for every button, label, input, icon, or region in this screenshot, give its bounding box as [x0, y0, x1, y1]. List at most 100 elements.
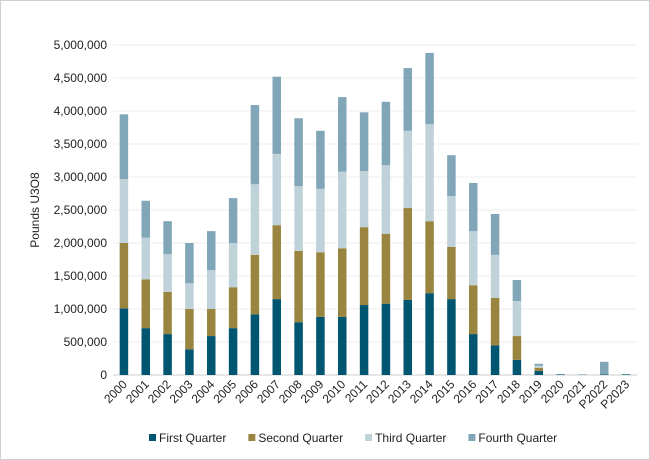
bar-segment [316, 130, 325, 189]
x-tick-label: 2014 [407, 377, 436, 406]
y-tick-label: 4,000,000 [54, 104, 108, 118]
bar-segment [425, 52, 434, 125]
x-tick-label: 2012 [363, 377, 392, 406]
bar-segment [141, 200, 150, 238]
bar-segment [228, 243, 238, 288]
bar-segment [119, 178, 129, 243]
legend-label: Second Quarter [258, 431, 343, 445]
bar-segment [272, 153, 281, 226]
bar-segment [359, 171, 369, 228]
x-tick-label: 2008 [276, 377, 305, 406]
bar-segment [490, 297, 500, 346]
bar-segment [556, 374, 565, 375]
legend-label: Fourth Quarter [478, 431, 557, 445]
x-tick-label: 2019 [516, 377, 545, 406]
legend-swatch [248, 434, 256, 441]
bar-segment [119, 114, 129, 179]
y-tick-label: 2,500,000 [54, 203, 108, 217]
bar-segment [141, 237, 150, 280]
bar-segment [403, 68, 412, 131]
bar-segment [294, 186, 303, 251]
x-tick-label: 2010 [320, 377, 349, 406]
bar-segment [469, 285, 478, 335]
bar-segment [185, 349, 194, 375]
bar-segment [207, 309, 216, 337]
bar-segment [534, 371, 543, 375]
x-tick-label: 2005 [210, 377, 239, 406]
legend-label: Third Quarter [375, 431, 446, 445]
bar-segment [512, 301, 522, 337]
x-tick-label: 2003 [167, 377, 196, 406]
y-tick-label: 4,500,000 [54, 71, 108, 85]
bar-segment [381, 101, 391, 166]
bar-segment [294, 118, 303, 187]
bar-segment [185, 243, 194, 284]
bar-segment [338, 248, 347, 317]
bar-segment [425, 221, 434, 294]
bar-segment [490, 345, 500, 375]
bar-segment [490, 213, 500, 255]
bar-segment [469, 231, 478, 286]
bar-segment [447, 196, 456, 247]
bar-segment [447, 299, 456, 375]
y-tick-label: 5,000,000 [54, 38, 108, 52]
bar-segment [185, 309, 194, 350]
bar-segment [338, 171, 347, 249]
bar-segment [403, 208, 412, 300]
y-tick-label: 3,000,000 [54, 170, 108, 184]
bar-segment [163, 334, 172, 375]
bar-segment [294, 322, 303, 375]
x-tick-label: 2011 [342, 377, 370, 405]
y-tick-label: 500,000 [64, 335, 108, 349]
legend-swatch [365, 434, 373, 441]
bar-segment [359, 305, 369, 375]
bar-segment [250, 105, 260, 185]
y-tick-label: 2,000,000 [54, 236, 108, 250]
bar-segment [490, 254, 500, 298]
x-tick-label: 2016 [451, 377, 480, 406]
x-tick-label: 2013 [385, 377, 414, 406]
bar-segment [163, 291, 172, 335]
bar-segment [600, 361, 609, 375]
bar-segment [512, 279, 522, 302]
bar-segment [621, 374, 631, 375]
x-tick-label: 2004 [189, 377, 218, 406]
bar-segment [250, 254, 260, 315]
bar-segment [403, 299, 412, 375]
x-tick-label: 2007 [254, 377, 283, 406]
bar-segment [272, 299, 281, 375]
bar-segment [207, 231, 216, 271]
bar-segment [578, 374, 587, 375]
bar-segment [272, 225, 281, 300]
bar-segment [228, 198, 238, 243]
bar-segment [185, 283, 194, 309]
bar-segment [338, 316, 347, 375]
y-tick-label: 1,500,000 [54, 269, 108, 283]
bar-segment [338, 97, 347, 172]
bar-segment [119, 308, 129, 375]
x-tick-label: 2006 [232, 377, 261, 406]
bar-segment [381, 303, 391, 375]
x-tick-label: 2009 [298, 377, 327, 406]
y-tick-label: 3,500,000 [54, 137, 108, 151]
bar-segment [272, 76, 281, 154]
bar-segment [163, 254, 172, 292]
bar-segment [534, 367, 543, 372]
bar-segment [512, 359, 522, 375]
bar-segment [250, 314, 260, 375]
bar-segment [534, 363, 543, 366]
legend-label: First Quarter [159, 431, 226, 445]
x-tick-label: 2017 [472, 377, 501, 406]
x-tick-label: 2015 [429, 377, 458, 406]
y-tick-label: 0 [100, 368, 107, 382]
bar-segment [228, 287, 238, 329]
bar-segment [141, 328, 150, 375]
bar-segment [534, 365, 543, 368]
y-tick-label: 1,000,000 [54, 302, 108, 316]
bar-segment [447, 246, 456, 300]
bar-segment [119, 243, 129, 309]
x-tick-label: 2018 [494, 377, 523, 406]
bar-segment [207, 336, 216, 375]
bar-segment [381, 233, 391, 304]
